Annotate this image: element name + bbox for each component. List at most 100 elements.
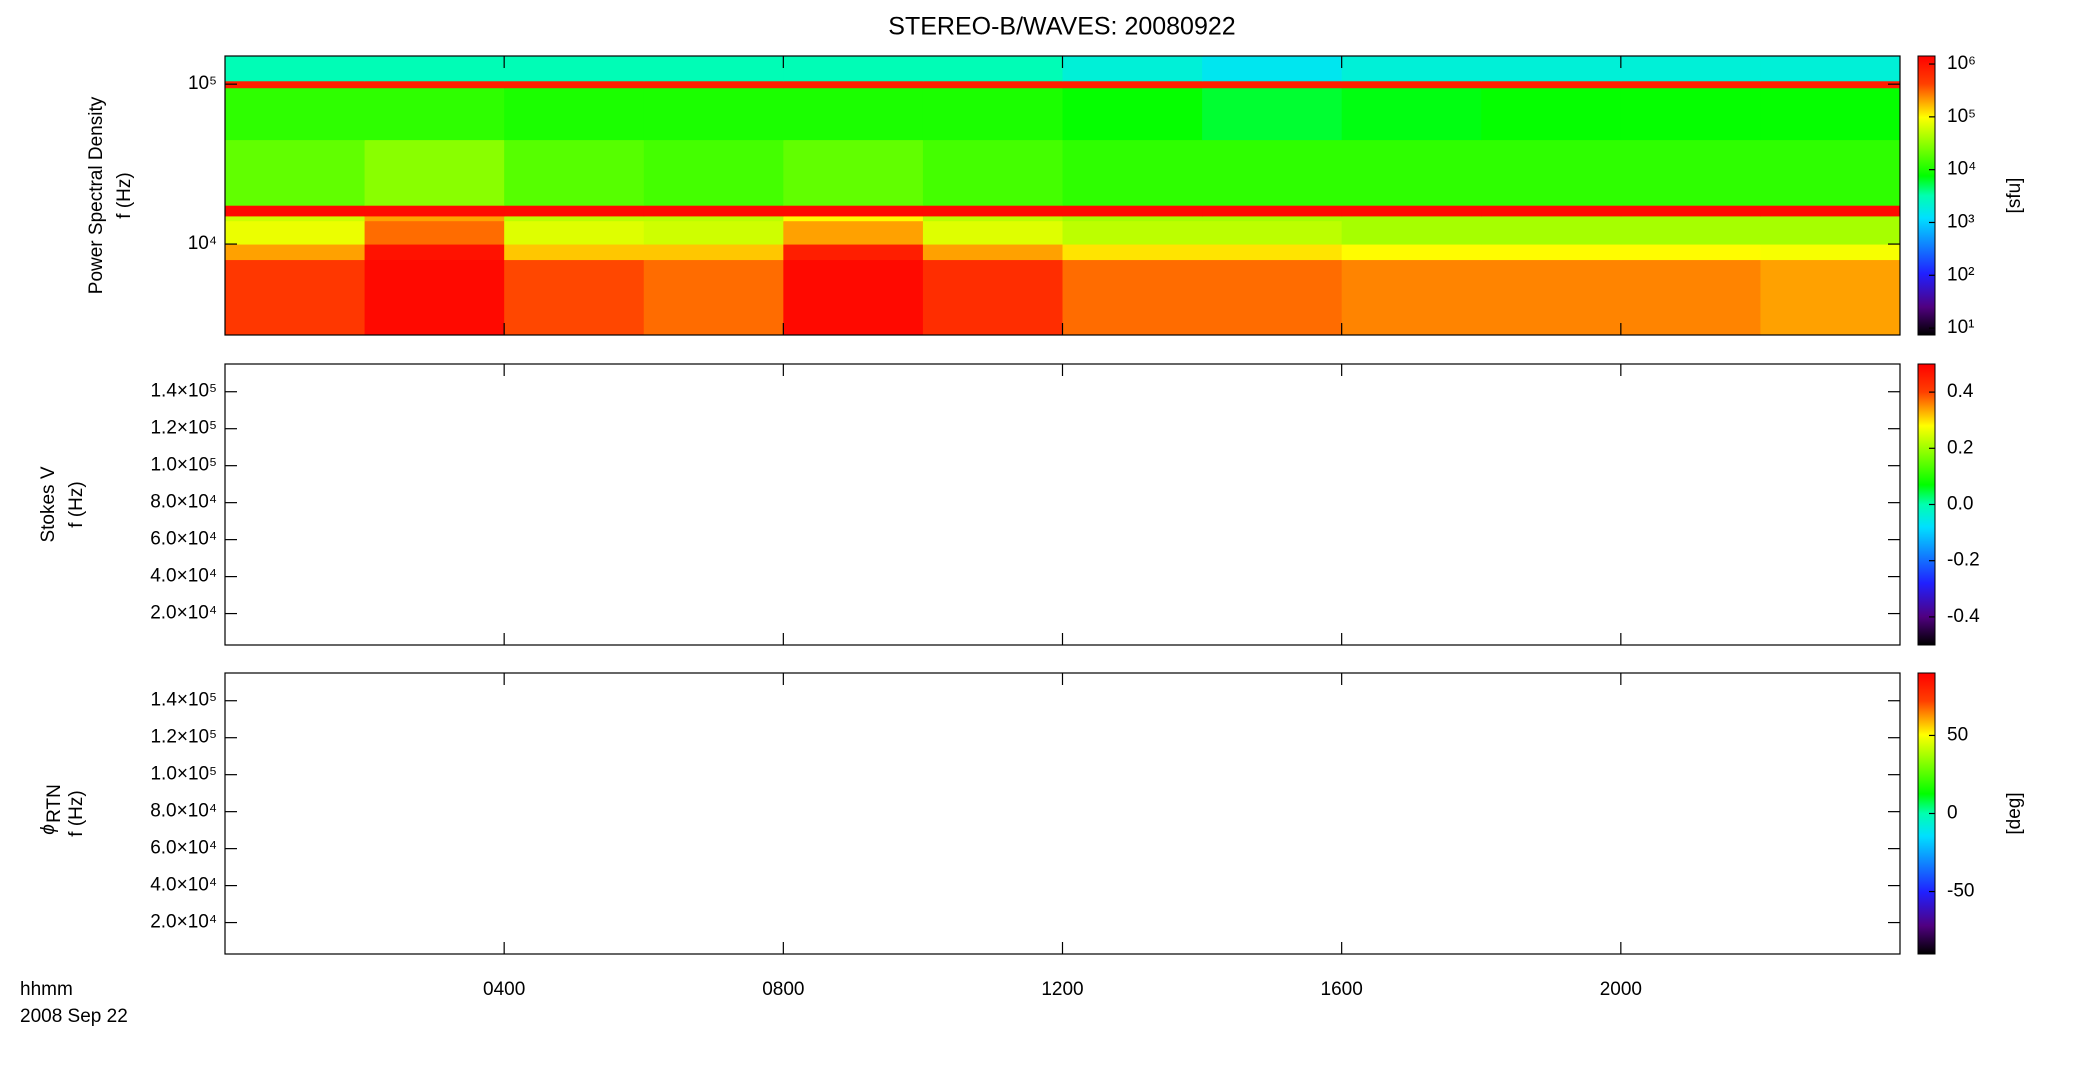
spectrogram-cell: [1481, 244, 1622, 261]
spectrogram-cell: [1620, 56, 1761, 82]
spectrogram-cell: [1760, 80, 1901, 89]
spectrogram-cell: [922, 215, 1063, 222]
spectrogram-cell: [922, 220, 1063, 245]
spectrogram-cell: [1481, 87, 1622, 141]
colorbar-tick-label: 10⁶: [1947, 53, 1976, 74]
spectrogram-cell: [643, 87, 784, 141]
spectrogram-cell: [1341, 244, 1482, 261]
y-tick-label: 1.0×10⁵: [150, 764, 217, 785]
spectrogram-cell: [783, 259, 924, 336]
spectrogram-cell: [225, 244, 366, 261]
spectrogram-cell: [922, 56, 1063, 82]
spectrogram-cell: [1481, 139, 1622, 206]
spectrogram-cell: [643, 215, 784, 222]
spectrogram-cell: [504, 139, 645, 206]
x-tick-label: 0400: [483, 979, 525, 1000]
spectrogram-cell: [1481, 205, 1622, 217]
spectrogram-cell: [225, 139, 366, 206]
spectrogram-cell: [1620, 205, 1761, 217]
x-tick-label: 1200: [1041, 979, 1083, 1000]
colorbar-tick-label: 0.4: [1947, 381, 1974, 402]
x-tick-label: 2000: [1600, 979, 1642, 1000]
spectrogram-cell: [1062, 220, 1203, 245]
spectrogram-cell: [643, 259, 784, 336]
chart-title: STEREO-B/WAVES: 20080922: [888, 13, 1235, 41]
spectrogram-cell: [1202, 244, 1343, 261]
y-tick-label: 4.0×10⁴: [150, 875, 217, 896]
spectrogram-cell: [1202, 139, 1343, 206]
y-tick-label: 2.0×10⁴: [150, 912, 217, 933]
spectrogram-cell: [504, 80, 645, 89]
spectrogram-cell: [225, 220, 366, 245]
colorbar-tick-label: 10⁵: [1947, 106, 1976, 127]
spectrogram-cell: [1760, 244, 1901, 261]
panel-background: [225, 673, 1900, 954]
spectrogram-cell: [783, 56, 924, 82]
y-tick-label: 1.2×10⁵: [150, 727, 217, 748]
spectrogram-cell: [1620, 215, 1761, 222]
spectrogram-cell: [1202, 56, 1343, 82]
spectrogram-cell: [1760, 259, 1901, 336]
y-tick-label: 1.4×10⁵: [150, 690, 217, 711]
spectrogram-cell: [783, 139, 924, 206]
colorbar-tick-label: 0.2: [1947, 437, 1973, 458]
spectrogram-cell: [1062, 259, 1203, 336]
spectrogram-cell: [1760, 87, 1901, 141]
spectrogram-cell: [783, 244, 924, 261]
y-tick-label: 2.0×10⁴: [150, 603, 217, 624]
spectrogram-cell: [1481, 215, 1622, 222]
spectrogram-cell: [922, 244, 1063, 261]
y-axis-label: f (Hz): [66, 481, 87, 527]
colorbar: [1917, 55, 1936, 336]
spectrogram-cell: [1760, 205, 1901, 217]
spectrogram-cell: [364, 139, 505, 206]
spectrogram-cell: [643, 56, 784, 82]
spectrogram-cell: [922, 259, 1063, 336]
spectrogram-cell: [364, 87, 505, 141]
spectrogram-cell: [1202, 80, 1343, 89]
spectrogram-cell: [225, 87, 366, 141]
spectrogram-cell: [1341, 139, 1482, 206]
spectrogram-cell: [504, 56, 645, 82]
spectrogram-cell: [1062, 205, 1203, 217]
spectrogram-cell: [504, 205, 645, 217]
y-tick-label: 1.2×10⁵: [150, 418, 217, 439]
y-axis-label: Stokes V: [38, 466, 59, 542]
colorbar-tick-label: 0: [1947, 803, 1958, 824]
spectrogram-cell: [1760, 215, 1901, 222]
y-axis-symbol-sub: RTN: [44, 784, 65, 823]
spectrogram-cell: [1760, 56, 1901, 82]
spectrogram-cell: [1760, 220, 1901, 245]
x-tick-label: 1600: [1321, 979, 1363, 1000]
colorbar-tick-label: -50: [1947, 881, 1974, 902]
colorbar-tick-label: -0.2: [1947, 550, 1980, 571]
spectrogram-cell: [922, 205, 1063, 217]
spectrogram-cell: [1062, 244, 1203, 261]
y-tick-label: 10⁵: [188, 73, 217, 94]
colorbar-label: [deg]: [2004, 792, 2025, 834]
y-tick-label: 1.0×10⁵: [150, 455, 217, 476]
spectrogram-cell: [1341, 259, 1482, 336]
spectrogram-cell: [504, 220, 645, 245]
spectrogram-cell: [1481, 259, 1622, 336]
spectrogram-cell: [225, 205, 366, 217]
spectrogram-cell: [922, 139, 1063, 206]
spectrogram-cell: [504, 87, 645, 141]
spectrogram-cell: [783, 205, 924, 217]
spectrogram-cell: [1341, 220, 1482, 245]
spectrogram-cell: [1341, 80, 1482, 89]
y-tick-label: 1.4×10⁵: [150, 381, 217, 402]
colorbar-tick-label: 10¹: [1947, 317, 1974, 338]
spectrogram-cell: [1202, 259, 1343, 336]
spectrogram-cell: [225, 80, 366, 89]
y-tick-label: 8.0×10⁴: [150, 492, 217, 513]
spectrogram-cell: [1620, 259, 1761, 336]
spectrogram-cell: [783, 87, 924, 141]
spectrogram-cell: [1481, 220, 1622, 245]
spectrogram-cell: [364, 220, 505, 245]
spectrogram-cell: [1202, 87, 1343, 141]
spectrogram-cell: [364, 215, 505, 222]
colorbar-tick-label: 10²: [1947, 264, 1974, 285]
colorbar-tick-label: -0.4: [1947, 606, 1980, 627]
